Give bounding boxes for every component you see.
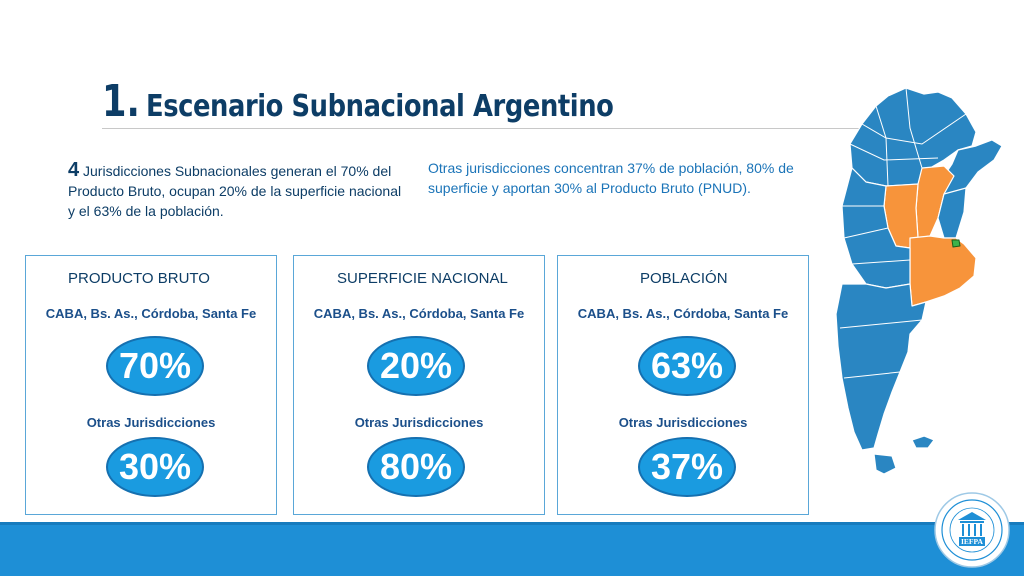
title: 1. Escenario Subnacional Argentino — [102, 76, 690, 127]
value-pill: 80% — [367, 437, 465, 497]
value-pill: 20% — [367, 336, 465, 396]
map-region-cuyo — [841, 167, 911, 289]
footer-bar-edge — [0, 522, 1024, 525]
argentina-map — [835, 88, 1003, 475]
card-group-label: CABA, Bs. As., Córdoba, Santa Fe — [313, 306, 525, 321]
logo-text: IEFPA — [961, 537, 984, 546]
map-region-buenos-aires — [909, 235, 977, 307]
map-region-malvinas — [911, 435, 935, 449]
footer-bar — [0, 522, 1024, 576]
value-pill: 70% — [106, 336, 204, 396]
title-divider — [102, 128, 862, 129]
map-region-tierra-del-fuego — [873, 453, 897, 475]
map-region-caba — [951, 239, 961, 248]
map-region-patagonia — [835, 283, 927, 451]
intro-text: Jurisdicciones Subnacionales generan el … — [68, 163, 402, 219]
card-group-label: CABA, Bs. As., Córdoba, Santa Fe — [45, 306, 257, 321]
card-title: PRODUCTO BRUTO — [68, 270, 210, 287]
other-jurisdictions-paragraph: Otras jurisdicciones concentran 37% de p… — [428, 160, 794, 196]
card-group-label: CABA, Bs. As., Córdoba, Santa Fe — [577, 306, 789, 321]
card-other-label: Otras Jurisdicciones — [618, 415, 748, 430]
value-pill: 37% — [638, 437, 736, 497]
card-title: SUPERFICIE NACIONAL — [337, 270, 508, 287]
title-number: 1. — [102, 76, 140, 127]
value-pill: 30% — [106, 437, 204, 497]
iefpa-seal-logo: IEFPA — [934, 492, 1010, 568]
intro-lead-number: 4 — [68, 159, 80, 181]
card-other-label: Otras Jurisdicciones — [86, 415, 216, 430]
card-poblacion: POBLACIÓN CABA, Bs. As., Córdoba, Santa … — [557, 255, 809, 515]
card-other-label: Otras Jurisdicciones — [354, 415, 484, 430]
intro-paragraph: 4 Jurisdicciones Subnacionales generan e… — [68, 160, 408, 221]
card-producto-bruto: PRODUCTO BRUTO CABA, Bs. As., Córdoba, S… — [25, 255, 277, 515]
card-superficie-nacional: SUPERFICIE NACIONAL CABA, Bs. As., Córdo… — [293, 255, 545, 515]
page-title: Escenario Subnacional Argentino — [146, 89, 614, 124]
value-pill: 63% — [638, 336, 736, 396]
card-title: POBLACIÓN — [640, 270, 728, 287]
